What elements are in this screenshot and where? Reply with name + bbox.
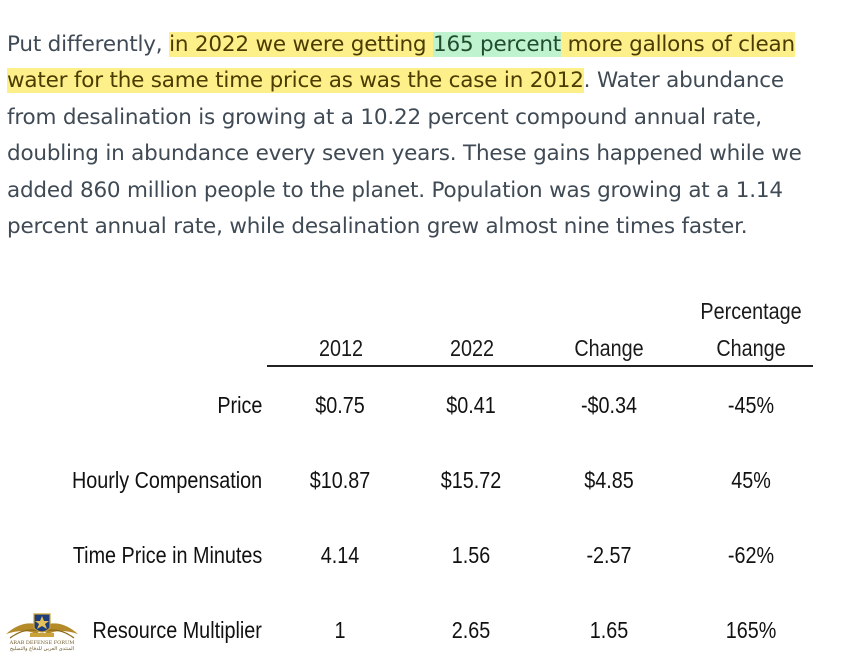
table-row-hourly-compensation: Hourly Compensation $10.87 $15.72 $4.85 … <box>0 464 842 496</box>
cell-change: -$0.34 <box>580 392 638 418</box>
cell-2012: 4.14 <box>320 542 360 568</box>
header-2012: 2012 <box>318 335 363 361</box>
cell-pct-change: 45% <box>731 467 771 493</box>
comparison-table: 2012 2022 Change Percentage Change Price… <box>0 292 842 662</box>
watermark-line1: ARAB DEFENSE FORUM <box>9 640 75 646</box>
arab-defense-forum-logo-icon <box>6 613 78 639</box>
cell-pct-change: -62% <box>727 542 775 568</box>
cell-change: 1.65 <box>589 617 629 643</box>
header-divider <box>267 365 813 367</box>
header-change: Change <box>574 335 644 361</box>
cell-2022: $0.41 <box>446 392 496 418</box>
table-row-resource-multiplier: Resource Multiplier 1 2.65 1.65 165% <box>0 614 842 646</box>
cell-change: -2.57 <box>586 542 632 568</box>
header-percentage: Percentage <box>700 298 802 324</box>
header-percentage-change: Change <box>716 335 786 361</box>
cell-2022: 1.56 <box>451 542 491 568</box>
article-paragraph: Put differently, in 2022 we were getting… <box>7 27 837 245</box>
cell-2012: $0.75 <box>315 392 365 418</box>
header-2022: 2022 <box>449 335 494 361</box>
intro-text: Put differently, <box>7 32 170 57</box>
paragraph-rest: . Water abundance from desalination is g… <box>7 68 802 240</box>
row-label: Hourly Compensation <box>71 467 262 493</box>
cell-2012: 1 <box>334 617 346 643</box>
highlight-165-percent[interactable]: 165 percent <box>432 32 562 57</box>
row-label: Price <box>216 392 262 418</box>
highlight-quote-start[interactable]: in 2022 we were getting <box>169 32 433 57</box>
cell-pct-change: -45% <box>727 392 775 418</box>
cell-pct-change: 165% <box>725 617 777 643</box>
cell-2012: $10.87 <box>309 467 371 493</box>
cell-2022: 2.65 <box>451 617 491 643</box>
row-label: Resource Multiplier <box>92 617 262 643</box>
table-row-price: Price $0.75 $0.41 -$0.34 -45% <box>0 389 842 421</box>
table-row-time-price: Time Price in Minutes 4.14 1.56 -2.57 -6… <box>0 539 842 571</box>
cell-2022: $15.72 <box>440 467 502 493</box>
watermark-line2: المنتدى العربي للدفاع والتسليح <box>9 646 75 652</box>
row-label: Time Price in Minutes <box>72 542 262 568</box>
cell-change: $4.85 <box>584 467 634 493</box>
watermark-text: ARAB DEFENSE FORUM المنتدى العربي للدفاع… <box>6 640 78 652</box>
